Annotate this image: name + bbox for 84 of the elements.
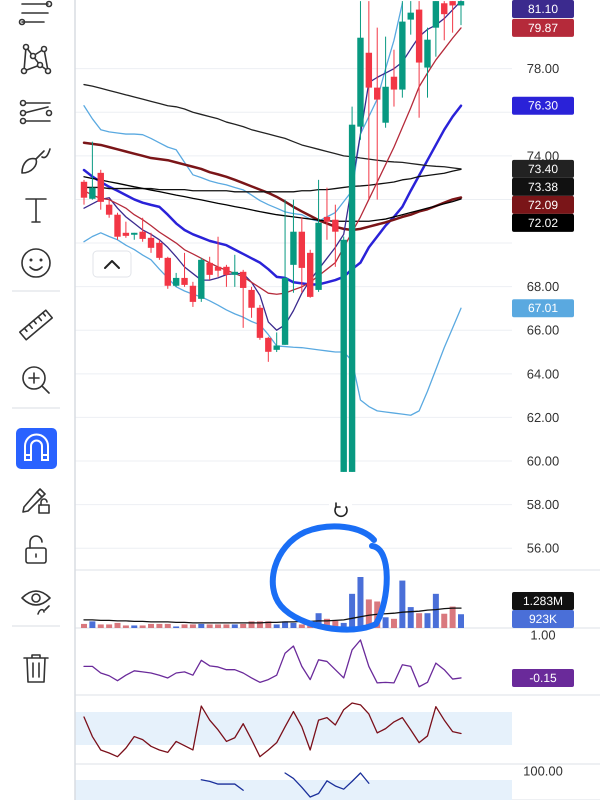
text: 81.10 bbox=[528, 2, 558, 16]
bar bbox=[106, 624, 112, 628]
candlestick bbox=[441, 0, 448, 41]
bar bbox=[298, 624, 305, 628]
text: 72.09 bbox=[528, 198, 558, 212]
line-series bbox=[83, 2, 404, 222]
bar bbox=[182, 624, 188, 628]
candlestick bbox=[190, 281, 196, 308]
bar bbox=[148, 624, 154, 628]
y-tick-label: 62.00 bbox=[526, 410, 560, 425]
bar bbox=[206, 624, 213, 628]
bar bbox=[382, 617, 389, 628]
candlestick bbox=[265, 336, 272, 362]
text: 1.00 bbox=[530, 628, 556, 642]
candlestick bbox=[139, 217, 146, 242]
bar bbox=[140, 625, 146, 628]
bar bbox=[89, 621, 96, 628]
bar bbox=[232, 624, 238, 628]
text: 79.87 bbox=[528, 20, 558, 35]
y-tick-label: 64.00 bbox=[526, 366, 560, 382]
candlestick bbox=[106, 199, 112, 218]
bar bbox=[390, 618, 397, 628]
candlestick bbox=[273, 332, 280, 353]
text: -0.15 bbox=[529, 670, 557, 685]
candlestick bbox=[449, 0, 456, 34]
candlestick bbox=[408, 0, 414, 36]
bar bbox=[441, 614, 448, 628]
text: 73.40 bbox=[528, 162, 558, 176]
candlestick bbox=[181, 252, 188, 288]
bar bbox=[416, 613, 422, 628]
candlestick bbox=[89, 141, 96, 200]
candlestick bbox=[148, 232, 154, 254]
y-tick-label: 78.00 bbox=[526, 61, 560, 76]
bar bbox=[215, 624, 222, 628]
line-series bbox=[83, 84, 462, 170]
bar bbox=[450, 606, 456, 628]
text: 67.01 bbox=[528, 301, 558, 316]
candlestick bbox=[223, 264, 230, 288]
bar bbox=[424, 613, 430, 628]
candlestick bbox=[114, 212, 121, 240]
candlestick bbox=[156, 239, 163, 260]
y-tick-label: 68.00 bbox=[526, 279, 560, 294]
bar bbox=[198, 624, 204, 628]
candlestick bbox=[248, 286, 255, 318]
bar bbox=[223, 624, 230, 628]
bar bbox=[432, 594, 439, 628]
bar bbox=[122, 625, 129, 628]
text: 76.30 bbox=[528, 98, 558, 113]
bar bbox=[357, 577, 364, 628]
bar bbox=[164, 624, 171, 628]
bar bbox=[114, 622, 121, 628]
candlestick bbox=[80, 179, 88, 206]
candlestick bbox=[240, 269, 246, 328]
text: 73.38 bbox=[528, 180, 558, 194]
bar bbox=[81, 624, 87, 628]
line-series bbox=[83, 232, 462, 416]
candlestick bbox=[232, 254, 238, 288]
candlestick bbox=[332, 204, 339, 268]
bar bbox=[98, 624, 104, 628]
text: 1.283M bbox=[522, 594, 564, 608]
y-tick-label: 56.00 bbox=[526, 540, 560, 556]
bar bbox=[408, 607, 414, 628]
candlestick bbox=[206, 256, 213, 280]
bar bbox=[240, 624, 246, 628]
candlestick bbox=[172, 272, 180, 288]
candlestick bbox=[390, 49, 398, 108]
bar bbox=[458, 614, 464, 628]
bar bbox=[399, 580, 406, 628]
line-series bbox=[82, 142, 462, 232]
bar bbox=[131, 625, 138, 628]
bar bbox=[274, 624, 280, 628]
bar bbox=[290, 622, 296, 628]
bar bbox=[349, 594, 356, 628]
text: 72.02 bbox=[528, 216, 558, 230]
bar bbox=[156, 624, 162, 628]
y-tick-label: 58.00 bbox=[526, 497, 560, 512]
text: 923K bbox=[528, 612, 558, 626]
y-tick-label: 60.00 bbox=[526, 454, 560, 469]
candlestick bbox=[374, 27, 380, 200]
candlestick bbox=[458, 0, 464, 26]
text: 100.00 bbox=[523, 764, 563, 778]
y-tick-label: 66.00 bbox=[526, 322, 560, 338]
bar bbox=[190, 624, 196, 628]
candlestick bbox=[122, 221, 130, 238]
